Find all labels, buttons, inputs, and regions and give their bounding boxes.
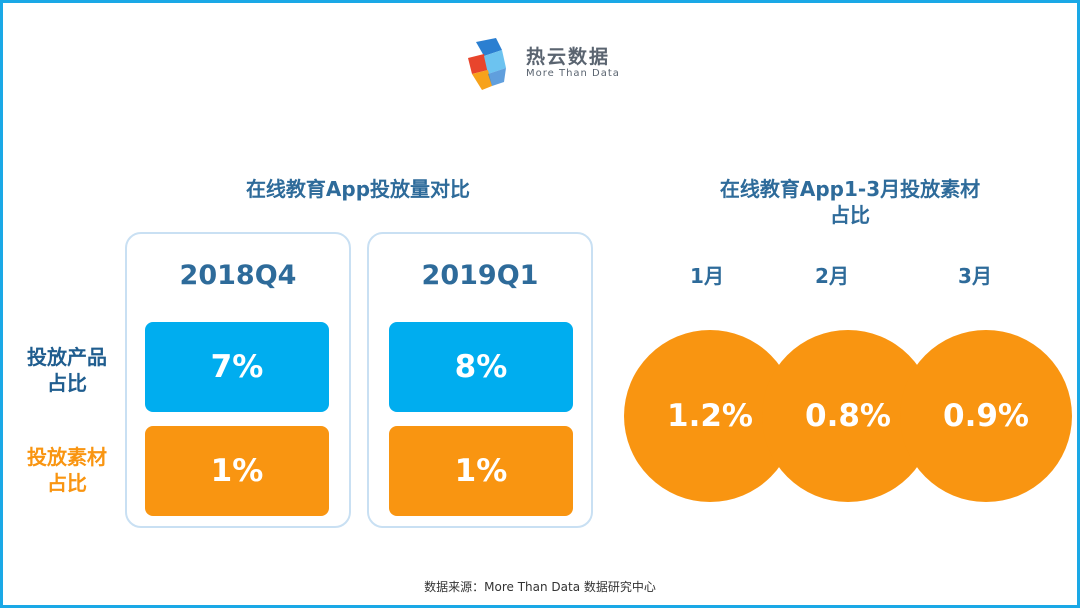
product-share-value: 7% <box>145 322 329 412</box>
right-section-title: 在线教育App1-3月投放素材 占比 <box>690 176 1010 228</box>
brand-logo: 热云数据 More Than Data <box>462 34 622 90</box>
left-section-title: 在线教育App投放量对比 <box>245 177 471 201</box>
month-3-material-share-circle: 0.9% <box>900 330 1072 502</box>
row-label-product-line2: 占比 <box>47 371 87 395</box>
data-source-note: 数据来源：More Than Data 数据研究中心 <box>424 580 656 594</box>
brand-tagline: More Than Data <box>526 68 620 79</box>
month-label-1: 1月 <box>690 264 724 288</box>
right-title-line1: 在线教育App1-3月投放素材 <box>719 177 981 201</box>
period-card-2018q4: 2018Q4 7% 1% <box>125 232 351 528</box>
month-label-2: 2月 <box>815 264 849 288</box>
cubes-logo-icon <box>468 38 506 90</box>
row-label-product-share: 投放产品 占比 <box>14 344 120 396</box>
product-share-value: 8% <box>389 322 573 412</box>
month-label-3: 3月 <box>958 264 992 288</box>
brand-name: 热云数据 <box>526 46 611 68</box>
row-label-material-line2: 占比 <box>47 471 87 495</box>
row-label-material-line1: 投放素材 <box>27 445 107 469</box>
period-label: 2018Q4 <box>179 260 297 291</box>
row-label-material-share: 投放素材 占比 <box>14 444 120 496</box>
right-title-line2: 占比 <box>830 203 870 227</box>
period-card-2019q1: 2019Q1 8% 1% <box>367 232 593 528</box>
material-share-value: 1% <box>389 426 573 516</box>
row-label-product-line1: 投放产品 <box>27 345 107 369</box>
material-share-value: 1% <box>145 426 329 516</box>
period-label: 2019Q1 <box>421 260 539 291</box>
